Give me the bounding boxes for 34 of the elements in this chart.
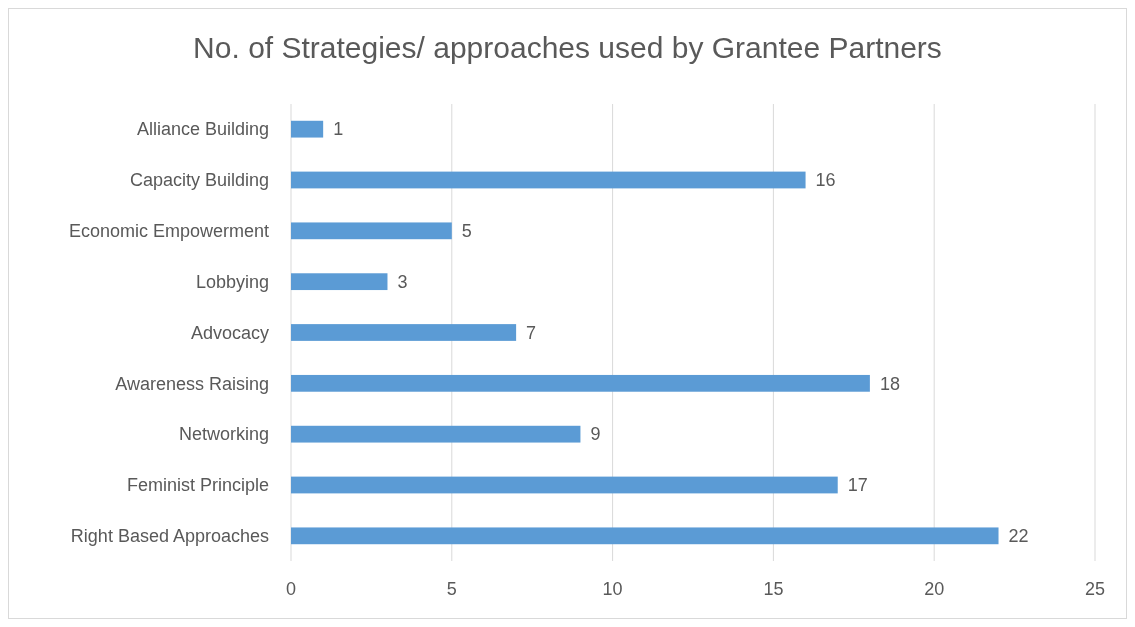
y-tick-label: Lobbying — [195, 271, 269, 292]
y-tick-label: Networking — [178, 424, 269, 445]
y-tick-label: Awareness Raising — [115, 373, 269, 394]
bar — [291, 476, 838, 494]
y-tick-label: Right Based Approaches — [70, 526, 269, 547]
data-label: 22 — [1008, 526, 1029, 547]
data-label: 16 — [815, 170, 836, 191]
bar — [291, 324, 517, 341]
bar — [291, 425, 581, 443]
data-label: 3 — [397, 271, 408, 292]
x-tick-label: 25 — [1084, 579, 1106, 599]
y-tick-label: Feminist Principle — [126, 475, 269, 496]
bar — [291, 273, 388, 291]
bar — [291, 171, 806, 189]
data-label: 1 — [333, 119, 344, 140]
bar — [291, 120, 324, 138]
data-label: 18 — [879, 373, 900, 394]
bar — [291, 222, 452, 240]
x-tick-label: 0 — [285, 579, 297, 599]
data-label: 5 — [461, 221, 472, 242]
x-tick-label: 5 — [446, 579, 457, 599]
data-label: 17 — [847, 475, 868, 496]
bar — [291, 374, 870, 392]
bar — [291, 527, 999, 545]
data-label: 7 — [526, 322, 537, 343]
y-tick-label: Advocacy — [190, 322, 269, 343]
data-label: 9 — [590, 424, 601, 445]
chart-title: No. of Strategies/ approaches used by Grantee Partners — [193, 31, 942, 64]
x-tick-label: 10 — [602, 579, 623, 599]
y-tick-label: Alliance Building — [136, 119, 269, 140]
x-tick-label: 15 — [763, 579, 784, 599]
x-tick-label: 20 — [924, 579, 945, 599]
y-tick-label: Capacity Building — [129, 170, 269, 191]
y-tick-label: Economic Empowerment — [68, 221, 269, 242]
